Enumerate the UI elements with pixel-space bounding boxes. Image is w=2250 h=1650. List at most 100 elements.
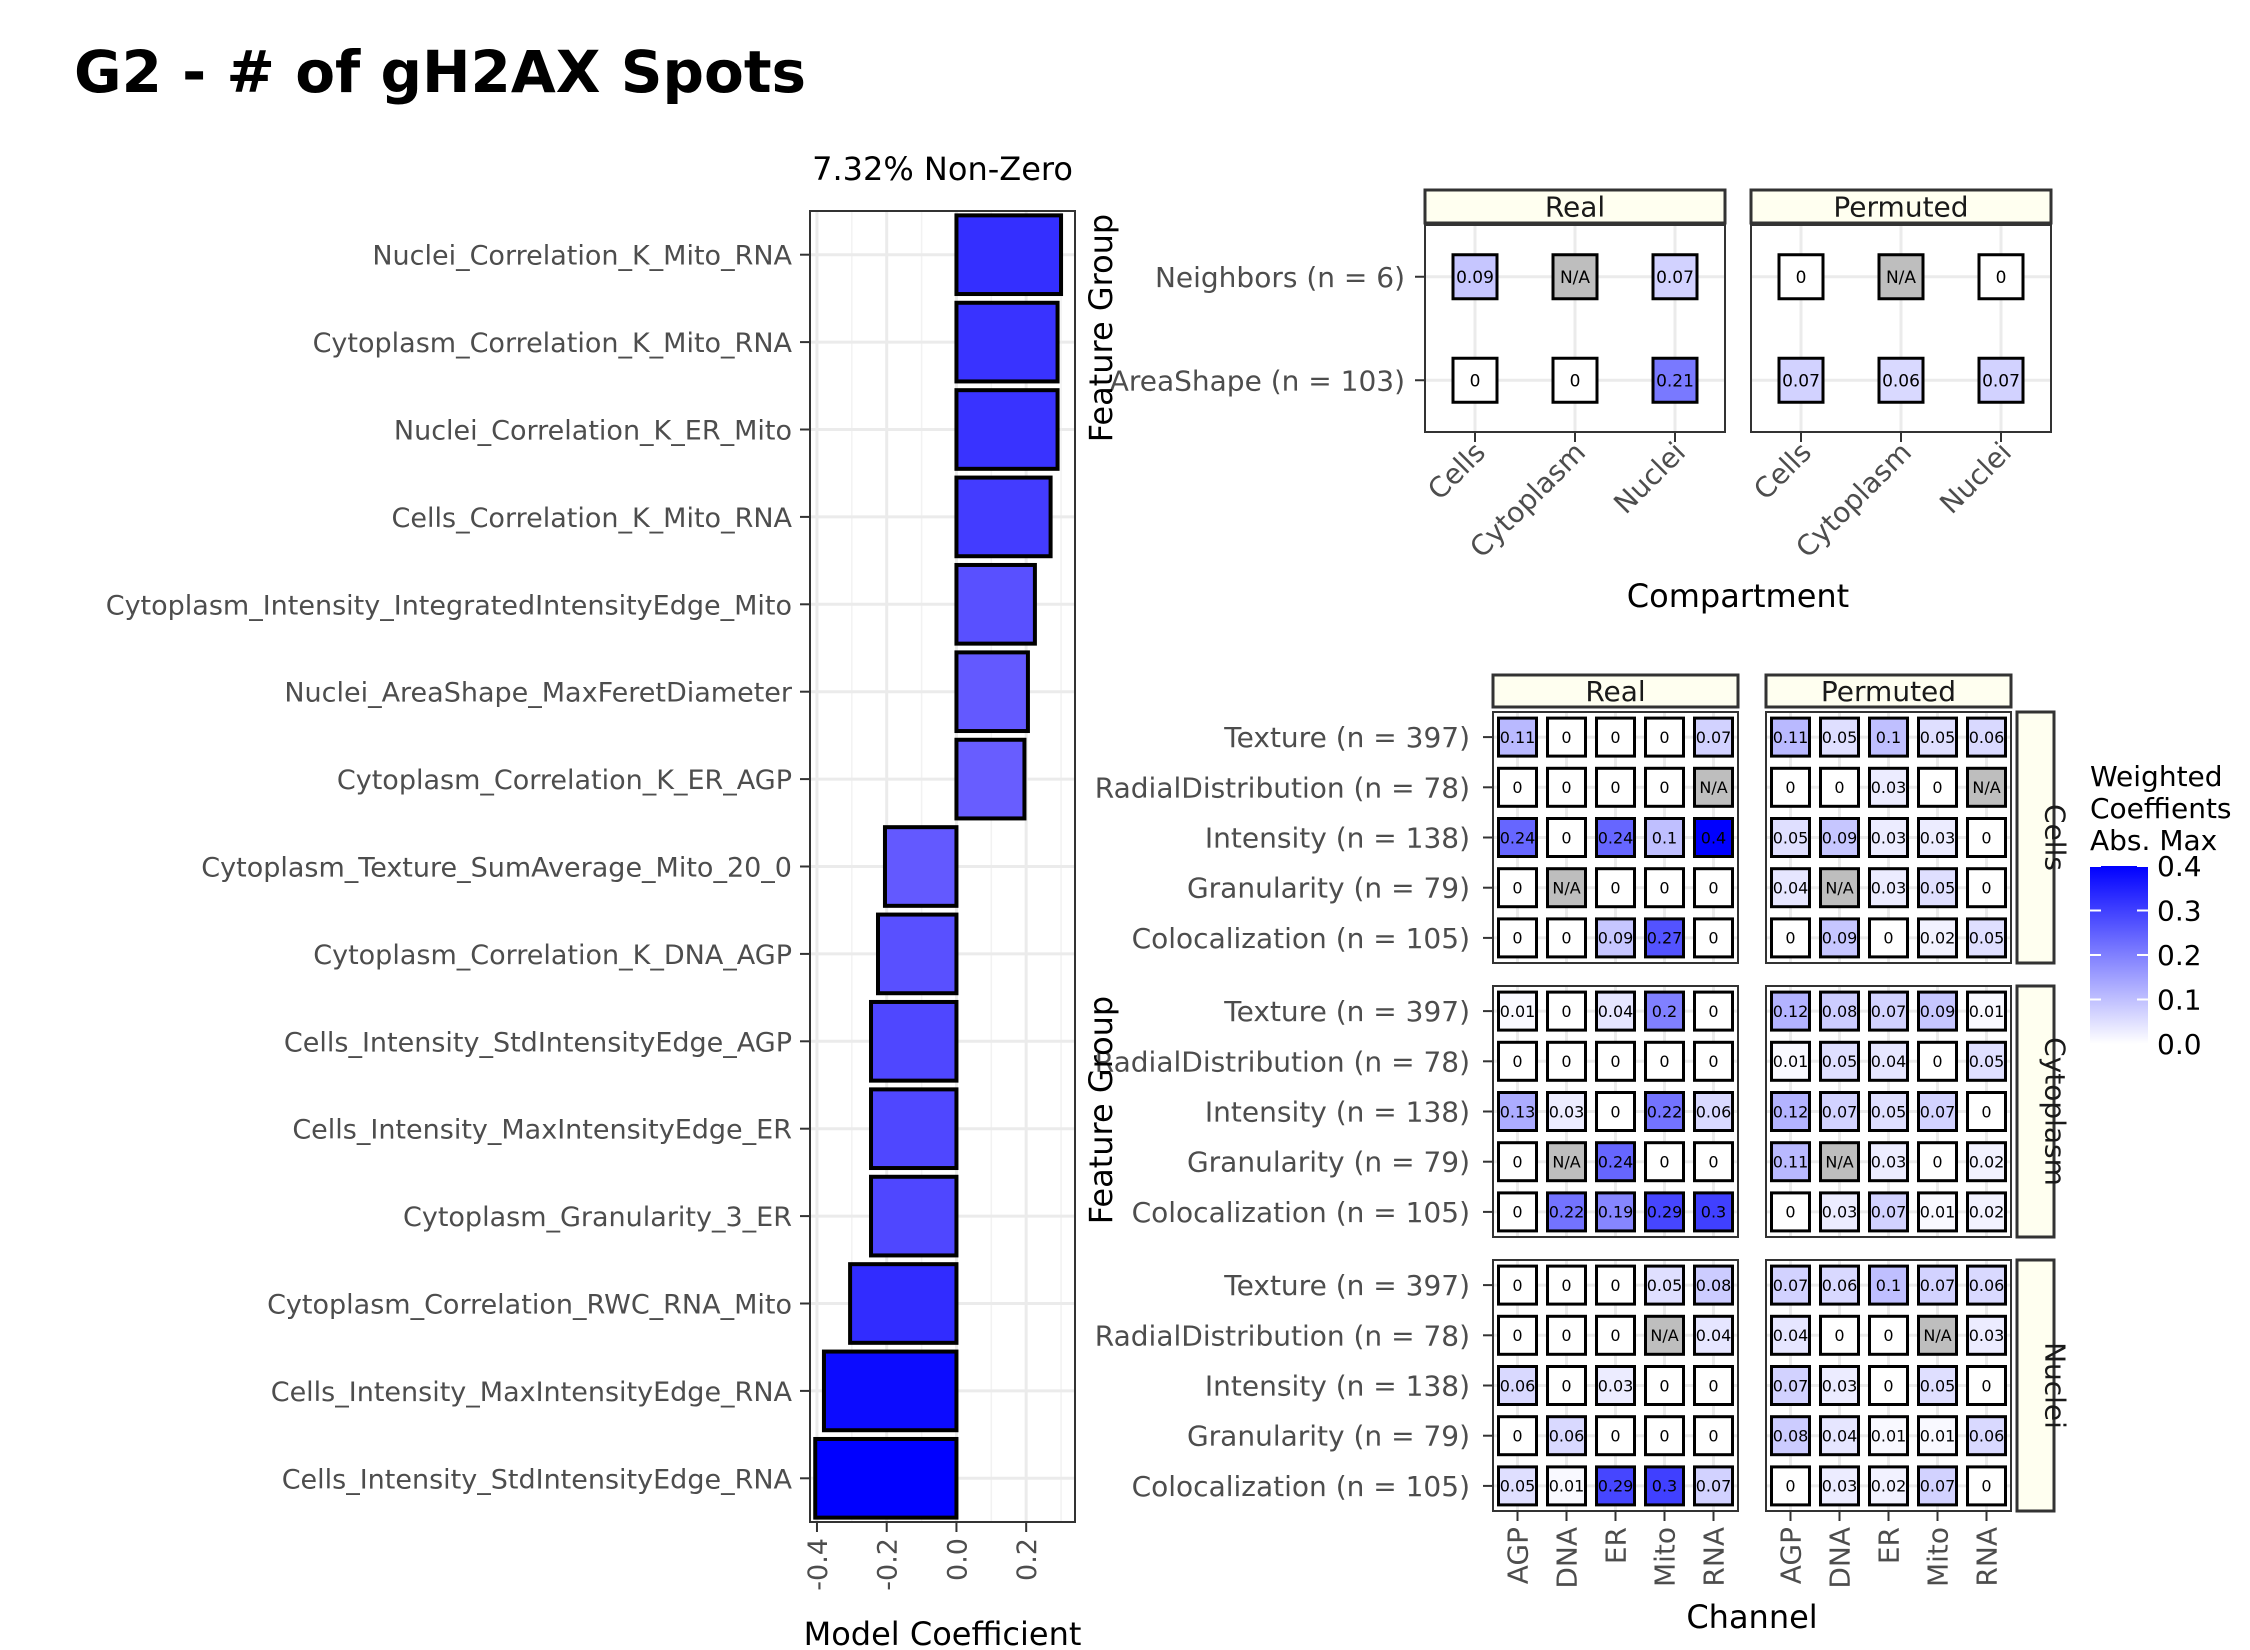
heat-cell (1819, 1415, 1860, 1457)
heat-cell-label: 0.05 (1822, 728, 1858, 747)
heat-cell (1595, 917, 1636, 959)
heat-cell-label: 0 (1981, 1102, 1991, 1121)
heat-cell (1595, 1091, 1636, 1132)
heat-cell-label: 0 (1785, 929, 1795, 948)
heat-cell (1770, 1415, 1811, 1457)
heat-cell (1917, 1091, 1958, 1132)
heat-cell (1546, 766, 1587, 808)
heat-cell-label: 0 (1512, 929, 1522, 948)
heat-cell (1868, 867, 1909, 909)
heat-cell (1777, 356, 1825, 404)
heat-cell (1819, 1040, 1860, 1082)
heat-cell-label: 0.01 (1920, 1203, 1956, 1222)
heat-cell-label: 0.05 (1969, 929, 2005, 948)
heat-cell (1551, 253, 1599, 301)
heat-cell (1595, 1191, 1636, 1233)
legend-title: Weighted (2090, 760, 2223, 793)
row-label: RadialDistribution (n = 78) (1095, 771, 1470, 804)
x-tick-label: Nuclei (1933, 436, 2018, 521)
x-tick-label: ER (1600, 1527, 1633, 1564)
heat-cell-label: 0.04 (1871, 1052, 1907, 1071)
heat-cell (1977, 356, 2025, 404)
heat-cell (1546, 917, 1587, 959)
heat-cell-label: 0.05 (1500, 1477, 1536, 1496)
heat-cell (1868, 990, 1909, 1032)
heat-cell (1868, 716, 1909, 758)
heat-cell (1644, 817, 1685, 858)
row-label: Texture (n = 397) (1223, 995, 1470, 1028)
heat-cell (1546, 1141, 1587, 1183)
heat-cell (1966, 1191, 2007, 1233)
heat-cell (1693, 766, 1734, 808)
heat-cell-label: 0.05 (1647, 1276, 1683, 1295)
bar (869, 1087, 959, 1171)
heat-cell-label: 0 (1785, 1477, 1795, 1496)
heat-cell-label: 0.05 (1969, 1052, 2005, 1071)
row-label: Intensity (n = 138) (1205, 822, 1470, 855)
heat-cell-label: 0 (1512, 1052, 1522, 1071)
heat-cell (1770, 1314, 1811, 1356)
heat-cell (1497, 917, 1538, 959)
heat-cell (1497, 817, 1538, 858)
facet-strip (1749, 188, 2053, 225)
heat-cell-label: 0 (1932, 1152, 1942, 1171)
heat-cell-label: 0.12 (1773, 1102, 1809, 1121)
heat-cell-label: 0.07 (1696, 728, 1732, 747)
x-tick-label: RNA (1971, 1527, 2004, 1587)
heat-cell (1966, 990, 2007, 1032)
facet-strip (1491, 673, 1740, 709)
heat-cell-label: 0 (1561, 1052, 1571, 1071)
heat-cell (1546, 716, 1587, 758)
heat-cell-label: 0.1 (1876, 728, 1901, 747)
heat-cell-label: 0 (1785, 1203, 1795, 1222)
heat-cell-label: 0.06 (1882, 371, 1920, 391)
heat-cell-label: 0.04 (1598, 1002, 1634, 1021)
heat-cell-label: 0 (1834, 778, 1844, 797)
facet-strip (1764, 673, 2013, 709)
heat-cell-label: 0 (1561, 929, 1571, 948)
heat-cell (1595, 1141, 1636, 1183)
row-label: Neighbors (n = 6) (1155, 261, 1405, 294)
heat-cell-label: 0 (1708, 1052, 1718, 1071)
x-tick-label: -0.4 (803, 1538, 834, 1591)
heat-cell-label: 0 (1512, 1276, 1522, 1295)
heat-cell (1868, 1191, 1909, 1233)
heat-cell-label: N/A (1699, 778, 1727, 797)
chart-subtitle: 7.32% Non-Zero (812, 150, 1073, 188)
x-tick-label: Mito (1649, 1527, 1682, 1587)
x-tick-label: 0.0 (942, 1538, 973, 1581)
heat-cell-label: 0.1 (1876, 1276, 1901, 1295)
heat-cell-label: 0.22 (1549, 1203, 1585, 1222)
heat-cell-label: 0 (1932, 1052, 1942, 1071)
heat-cell (1644, 766, 1685, 808)
heat-cell (1977, 253, 2025, 301)
heat-cell (1819, 1141, 1860, 1183)
x-axis-title: Model Coefficient (804, 1615, 1082, 1650)
heat-cell (1451, 356, 1499, 404)
heat-cell (1595, 766, 1636, 808)
heat-cell (1917, 1191, 1958, 1233)
heat-cell-label: 0.24 (1500, 828, 1536, 847)
heat-cell (1546, 1415, 1587, 1457)
heat-cell-label: 0 (1883, 1376, 1893, 1395)
heat-cell (1966, 1264, 2007, 1306)
channel-heatmap: Real Permuted 0.11 0 0 0 0.07 0 0 0 0 N/A 0.24 0 0.24 0… (1082, 673, 2072, 1636)
heat-cell (1917, 1141, 1958, 1183)
heat-cell-label: 0 (1834, 1326, 1844, 1345)
heat-cell (1819, 1091, 1860, 1132)
heat-cell (1819, 817, 1860, 858)
heat-cell (1595, 1365, 1636, 1406)
heat-cell (1693, 1415, 1734, 1457)
heat-cell-label: 0 (1610, 728, 1620, 747)
heat-cell-label: 0 (1561, 778, 1571, 797)
heat-cell (1546, 1465, 1587, 1507)
heat-cell (1595, 867, 1636, 909)
facet-strip-label: Nuclei (2039, 1342, 2072, 1429)
row-label: Granularity (n = 79) (1187, 1146, 1470, 1179)
heat-cell-label: 0.11 (1773, 728, 1809, 747)
row-label: AreaShape (n = 103) (1110, 364, 1405, 397)
heat-cell (1819, 990, 1860, 1032)
heat-cell (1693, 1191, 1734, 1233)
facet-strip-label: Cytoplasm (2039, 1037, 2072, 1186)
